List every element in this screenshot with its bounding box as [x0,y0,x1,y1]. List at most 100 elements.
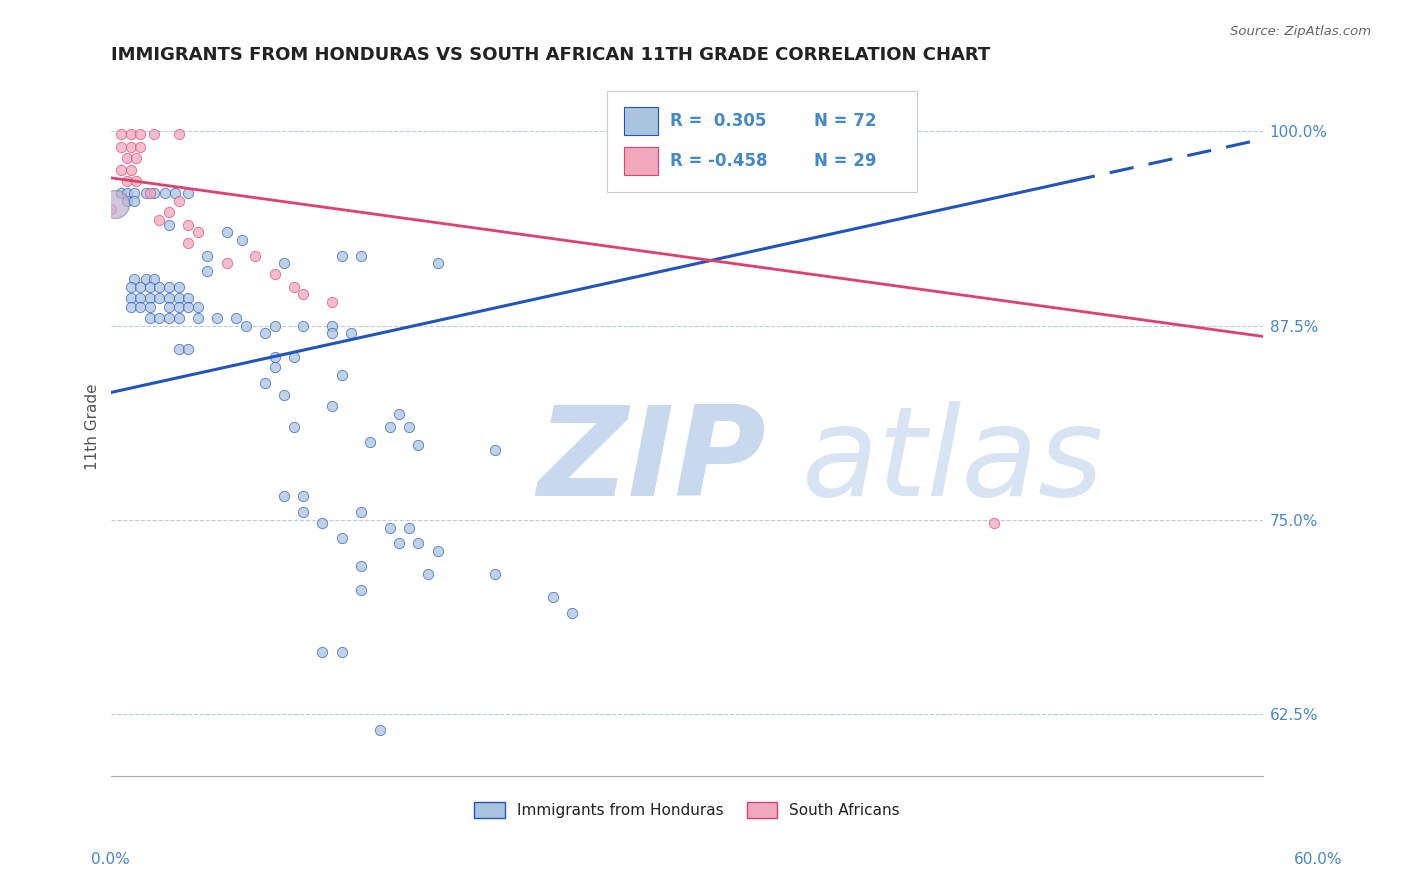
Point [104,197,127,211]
Point [129,128,152,142]
Point [187,310,209,325]
Point [340,326,363,341]
Point [292,490,315,504]
Point [124,186,146,201]
Point [368,723,391,737]
Point [167,128,190,142]
Point [157,310,180,325]
Point [398,419,420,434]
Point [321,318,343,333]
Point [163,186,186,201]
Point [177,186,200,201]
Point [148,279,170,293]
Text: 60.0%: 60.0% [1295,852,1343,867]
Text: N = 72: N = 72 [814,112,876,130]
Point [115,186,138,201]
Point [110,140,132,154]
Point [187,300,209,314]
Point [167,310,190,325]
Point [177,342,200,356]
Legend: Immigrants from Honduras, South Africans: Immigrants from Honduras, South Africans [468,797,905,824]
Point [129,291,152,305]
Point [292,318,315,333]
Point [120,279,142,293]
Point [263,267,285,281]
Point [263,350,285,364]
Point [388,407,411,421]
Point [120,300,142,314]
Text: N = 29: N = 29 [814,152,876,169]
Point [142,186,165,201]
Point [292,505,315,519]
Point [350,249,373,263]
Point [125,151,148,165]
Point [253,326,276,341]
Point [215,225,238,239]
Point [139,279,162,293]
Point [983,516,1005,530]
Point [157,279,180,293]
Point [231,233,253,247]
Point [177,300,200,314]
Point [115,174,138,188]
Point [148,291,170,305]
Point [263,318,285,333]
Point [263,360,285,375]
Text: atlas: atlas [803,401,1104,522]
Point [215,256,238,270]
Text: IMMIGRANTS FROM HONDURAS VS SOUTH AFRICAN 11TH GRADE CORRELATION CHART: IMMIGRANTS FROM HONDURAS VS SOUTH AFRICA… [111,46,991,64]
Point [167,291,190,305]
Point [235,318,257,333]
Point [167,300,190,314]
Text: Source: ZipAtlas.com: Source: ZipAtlas.com [1230,25,1371,38]
Point [330,532,353,546]
Point [350,505,373,519]
Point [177,291,200,305]
Point [426,256,449,270]
Point [311,645,333,659]
Point [129,279,152,293]
Point [350,582,373,597]
Point [283,279,305,293]
Point [157,291,180,305]
Point [148,212,170,227]
FancyBboxPatch shape [624,107,658,135]
Point [330,368,353,383]
Point [142,128,165,142]
Point [120,291,142,305]
Point [110,186,132,201]
Point [561,606,583,620]
Point [120,163,142,178]
Point [273,256,295,270]
Point [135,272,157,286]
Point [426,544,449,558]
Y-axis label: 11th Grade: 11th Grade [86,384,100,470]
Point [177,218,200,232]
Point [139,186,162,201]
Point [225,310,247,325]
Point [167,279,190,293]
Point [311,516,333,530]
Point [139,310,162,325]
Point [187,225,209,239]
Point [120,128,142,142]
Point [321,295,343,310]
Point [330,249,353,263]
Point [139,300,162,314]
Point [115,151,138,165]
Point [115,194,138,209]
Point [484,442,506,457]
Point [124,194,146,209]
Point [157,205,180,219]
FancyBboxPatch shape [606,91,917,193]
Point [167,194,190,209]
Point [292,287,315,301]
Point [416,567,439,582]
Point [129,300,152,314]
Point [205,310,228,325]
Point [100,202,122,216]
Point [359,435,381,450]
Point [541,591,564,605]
Point [139,291,162,305]
Point [484,567,506,582]
